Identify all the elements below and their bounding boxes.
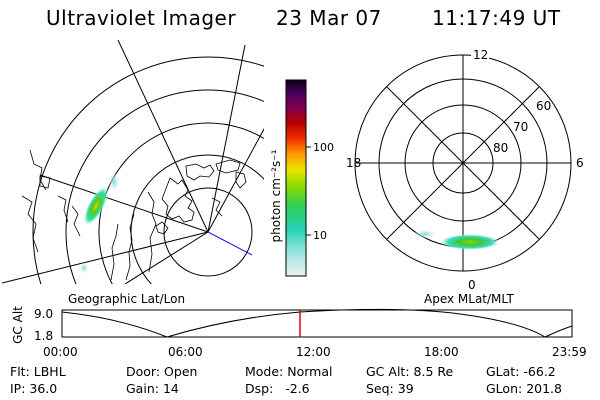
- aurora-emission: [440, 234, 500, 250]
- mlt-label-dusk: 18: [346, 156, 361, 170]
- status-ip: IP: 36.0: [10, 381, 58, 396]
- status-glat: GLat: -66.2: [486, 364, 556, 379]
- status-gc-alt: GC Alt: 8.5 Re: [366, 364, 454, 379]
- apex-labels: 12 18 6 0 60 70 80: [346, 48, 584, 292]
- timeline-xtick: 12:00: [296, 345, 331, 359]
- mlt-label-noon: 12: [473, 48, 488, 62]
- status-gain: Gain: 14: [126, 381, 179, 396]
- observation-time: 11:17:49 UT: [432, 6, 561, 30]
- aurora-emission-faint: [79, 262, 89, 274]
- mlat-label: 80: [493, 141, 508, 155]
- timeline-xtick: 00:00: [43, 345, 78, 359]
- apex-panel-caption: Apex MLat/MLT: [424, 292, 514, 306]
- coastline: [21, 149, 247, 281]
- geo-panel-caption: Geographic Lat/Lon: [68, 292, 185, 306]
- timeline-xtick: 18:00: [424, 345, 459, 359]
- colorbar-tick: 10: [313, 229, 327, 242]
- timeline-xtick: 23:59: [552, 345, 587, 359]
- status-seq: Seq: 39: [366, 381, 414, 396]
- colorbar-scale: [285, 79, 307, 277]
- observation-date: 23 Mar 07: [276, 6, 382, 30]
- aurora-emission: [83, 186, 109, 226]
- colorbar-tick: 100: [313, 141, 334, 154]
- timeline-xtick: 06:00: [168, 345, 203, 359]
- altitude-timeline: GC Alt 9.0 1.8 00:00 06:00 12:00 18:00 2…: [11, 306, 587, 359]
- mlt-label-dawn: 6: [576, 156, 584, 170]
- status-dsp: Dsp: -2.6: [245, 381, 310, 396]
- spacecraft-track: [207, 231, 253, 256]
- mlat-label: 70: [513, 120, 528, 134]
- status-filter: Flt: LBHL: [10, 364, 66, 379]
- status-glon: GLon: 201.8: [486, 381, 562, 396]
- apex-polar-plot: [354, 54, 572, 272]
- timeline-ytick: 9.0: [34, 307, 53, 321]
- mlat-label: 60: [536, 99, 551, 113]
- mlt-label-midnight: 0: [468, 278, 476, 292]
- status-door: Door: Open: [126, 364, 198, 379]
- timeline-ylabel: GC Alt: [11, 306, 25, 344]
- altitude-curve: [61, 308, 573, 338]
- aurora-emission-faint: [413, 229, 437, 239]
- colorbar: 100 10 photon cm⁻²s⁻¹: [269, 79, 334, 277]
- geographic-map: [2, 40, 264, 284]
- aurora-emission-faint: [108, 172, 120, 192]
- status-mode: Mode: Normal: [245, 364, 333, 379]
- timeline-ytick: 1.8: [34, 329, 53, 343]
- instrument-title: Ultraviolet Imager: [46, 6, 237, 30]
- colorbar-unit-label: photon cm⁻²s⁻¹: [269, 149, 283, 242]
